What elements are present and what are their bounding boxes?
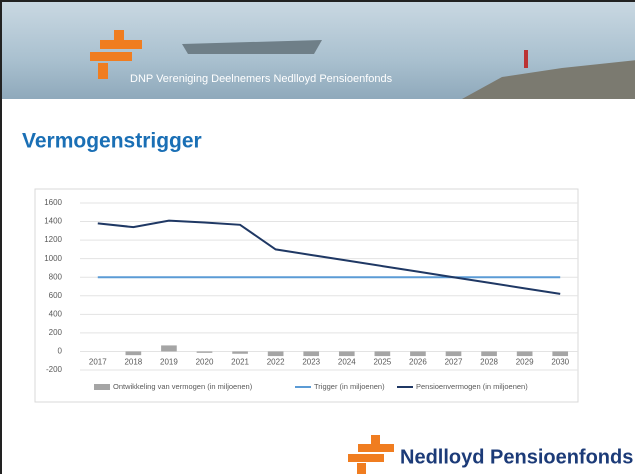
- x-tick-label: 2028: [480, 358, 498, 367]
- x-tick-label: 2020: [196, 358, 214, 367]
- x-tick-label: 2022: [267, 358, 285, 367]
- bar: [303, 351, 319, 356]
- bar: [197, 351, 213, 352]
- bar: [126, 351, 142, 355]
- y-tick-label: 600: [49, 291, 63, 300]
- bar: [161, 345, 177, 351]
- bar: [339, 351, 355, 356]
- bar: [517, 351, 533, 356]
- bar: [375, 351, 391, 356]
- bar: [410, 351, 426, 356]
- y-tick-label: -200: [46, 365, 63, 374]
- x-tick-label: 2027: [445, 358, 463, 367]
- slide-title: Vermogenstrigger: [22, 130, 202, 153]
- y-tick-label: 0: [58, 347, 63, 356]
- x-tick-label: 2021: [231, 358, 249, 367]
- y-tick-label: 1200: [44, 235, 62, 244]
- legend-swatch: [94, 384, 110, 390]
- slide: DNP Vereniging Deelnemers Nedlloyd Pensi…: [0, 0, 635, 474]
- x-tick-label: 2026: [409, 358, 427, 367]
- x-tick-label: 2029: [516, 358, 534, 367]
- x-tick-label: 2018: [124, 358, 142, 367]
- footer-logo-text: Nedlloyd Pensioenfonds: [400, 446, 633, 468]
- bar: [268, 351, 284, 356]
- x-tick-label: 2019: [160, 358, 178, 367]
- legend-label: Trigger (in miljoenen): [314, 382, 385, 391]
- lighthouse: [524, 50, 528, 68]
- x-tick-label: 2017: [89, 358, 107, 367]
- y-tick-label: 400: [49, 309, 63, 318]
- x-tick-label: 2025: [373, 358, 391, 367]
- y-tick-label: 200: [49, 328, 63, 337]
- footer-logo: [348, 435, 394, 474]
- x-tick-label: 2023: [302, 358, 320, 367]
- bar: [232, 351, 248, 353]
- header-subtitle: DNP Vereniging Deelnemers Nedlloyd Pensi…: [130, 73, 393, 85]
- x-tick-label: 2024: [338, 358, 356, 367]
- bar: [481, 351, 497, 356]
- bar: [446, 351, 462, 356]
- y-tick-label: 1600: [44, 198, 62, 207]
- x-tick-label: 2030: [551, 358, 569, 367]
- y-tick-label: 1400: [44, 217, 62, 226]
- bar: [552, 351, 568, 356]
- y-tick-label: 1000: [44, 254, 62, 263]
- legend-label: Ontwikkeling van vermogen (in miljoenen): [113, 382, 253, 391]
- slide-canvas: DNP Vereniging Deelnemers Nedlloyd Pensi…: [2, 2, 635, 474]
- y-tick-label: 800: [49, 272, 63, 281]
- legend-label: Pensioenvermogen (in miljoenen): [416, 382, 528, 391]
